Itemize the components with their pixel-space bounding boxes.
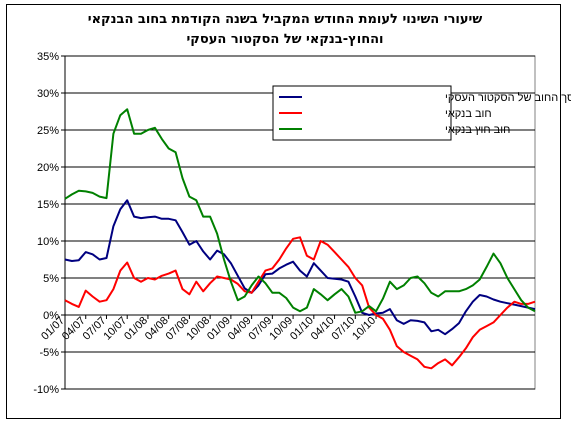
y-tick-label: 0% bbox=[43, 310, 59, 322]
y-tick-label: 10% bbox=[37, 236, 59, 248]
series-layer bbox=[64, 108, 536, 370]
legend: סך החוב של הסקטור העסקי חוב בנקאי חוב חו… bbox=[272, 85, 571, 141]
y-tick-label: 20% bbox=[37, 162, 59, 174]
legend-box bbox=[272, 85, 452, 141]
y-tick-label: -10% bbox=[33, 384, 59, 396]
y-tick-label: -5% bbox=[39, 347, 59, 359]
legend-label-bank: חוב בנקאי bbox=[445, 108, 492, 120]
series-line-2 bbox=[64, 108, 536, 314]
series-line-1 bbox=[64, 236, 536, 370]
legend-label-nonbank: חוב חוץ בנקאי bbox=[445, 124, 510, 136]
chart-title-line-1: שיעורי השינוי לעומת החודש המקביל בשנה הק… bbox=[88, 12, 483, 27]
series-line-0 bbox=[64, 199, 536, 336]
y-tick-label: 35% bbox=[37, 51, 59, 63]
y-tick-label: 5% bbox=[43, 273, 59, 285]
legend-label-total: סך החוב של הסקטור העסקי bbox=[445, 91, 571, 104]
chart-frame bbox=[6, 4, 561, 419]
chart-title-line-2: והחוץ-בנקאי של הסקטור העסקי bbox=[186, 32, 383, 47]
y-tick-label: 25% bbox=[37, 125, 59, 137]
y-tick-label: 15% bbox=[37, 199, 59, 211]
y-tick-label: 30% bbox=[37, 88, 59, 100]
x-tick-label: 10/10 bbox=[350, 315, 378, 343]
